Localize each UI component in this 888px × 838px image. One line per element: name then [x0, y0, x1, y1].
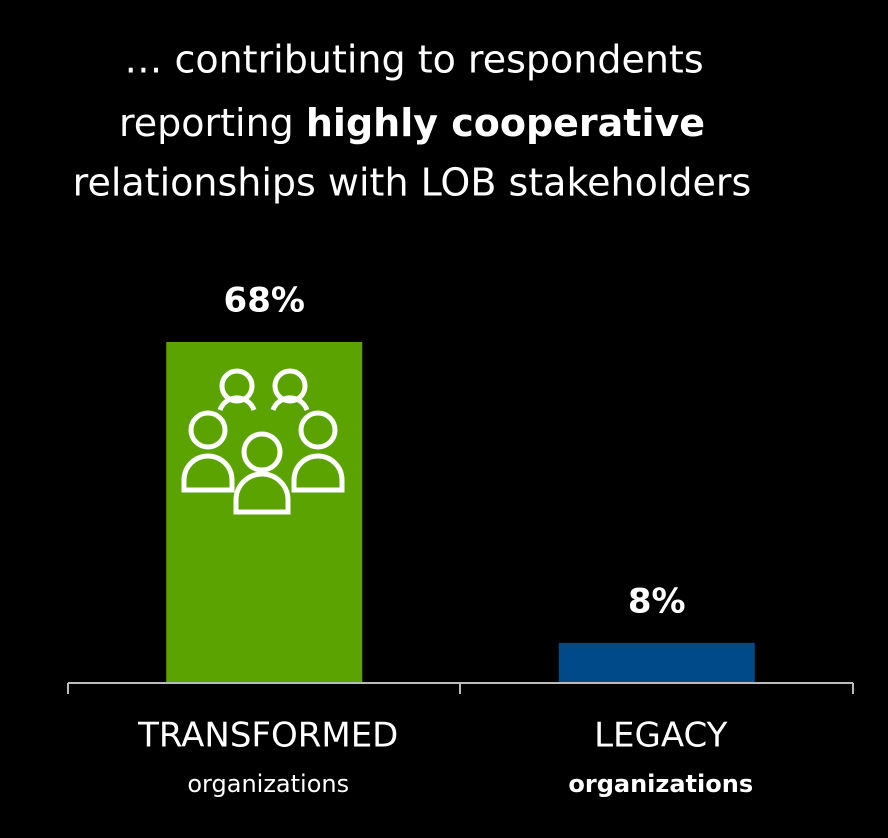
title-emphasis: highly cooperative: [306, 101, 705, 145]
title-line: … contributing to respondents: [124, 38, 703, 82]
x-tick-label: LEGACY: [594, 716, 728, 756]
x-tick-label: TRANSFORMED: [137, 716, 398, 756]
x-tick-sublabel: organizations: [187, 770, 349, 798]
people-icon: [181, 368, 345, 515]
axis: [67, 682, 854, 694]
title-line: relationships with LOB stakeholders: [73, 161, 752, 205]
value-label: 8%: [628, 581, 686, 621]
bar: [558, 642, 755, 683]
title-line: reporting highly cooperative: [119, 101, 705, 145]
value-label: 68%: [224, 280, 305, 320]
x-tick-sublabel: organizations: [568, 770, 753, 798]
title-part: reporting: [119, 101, 306, 145]
